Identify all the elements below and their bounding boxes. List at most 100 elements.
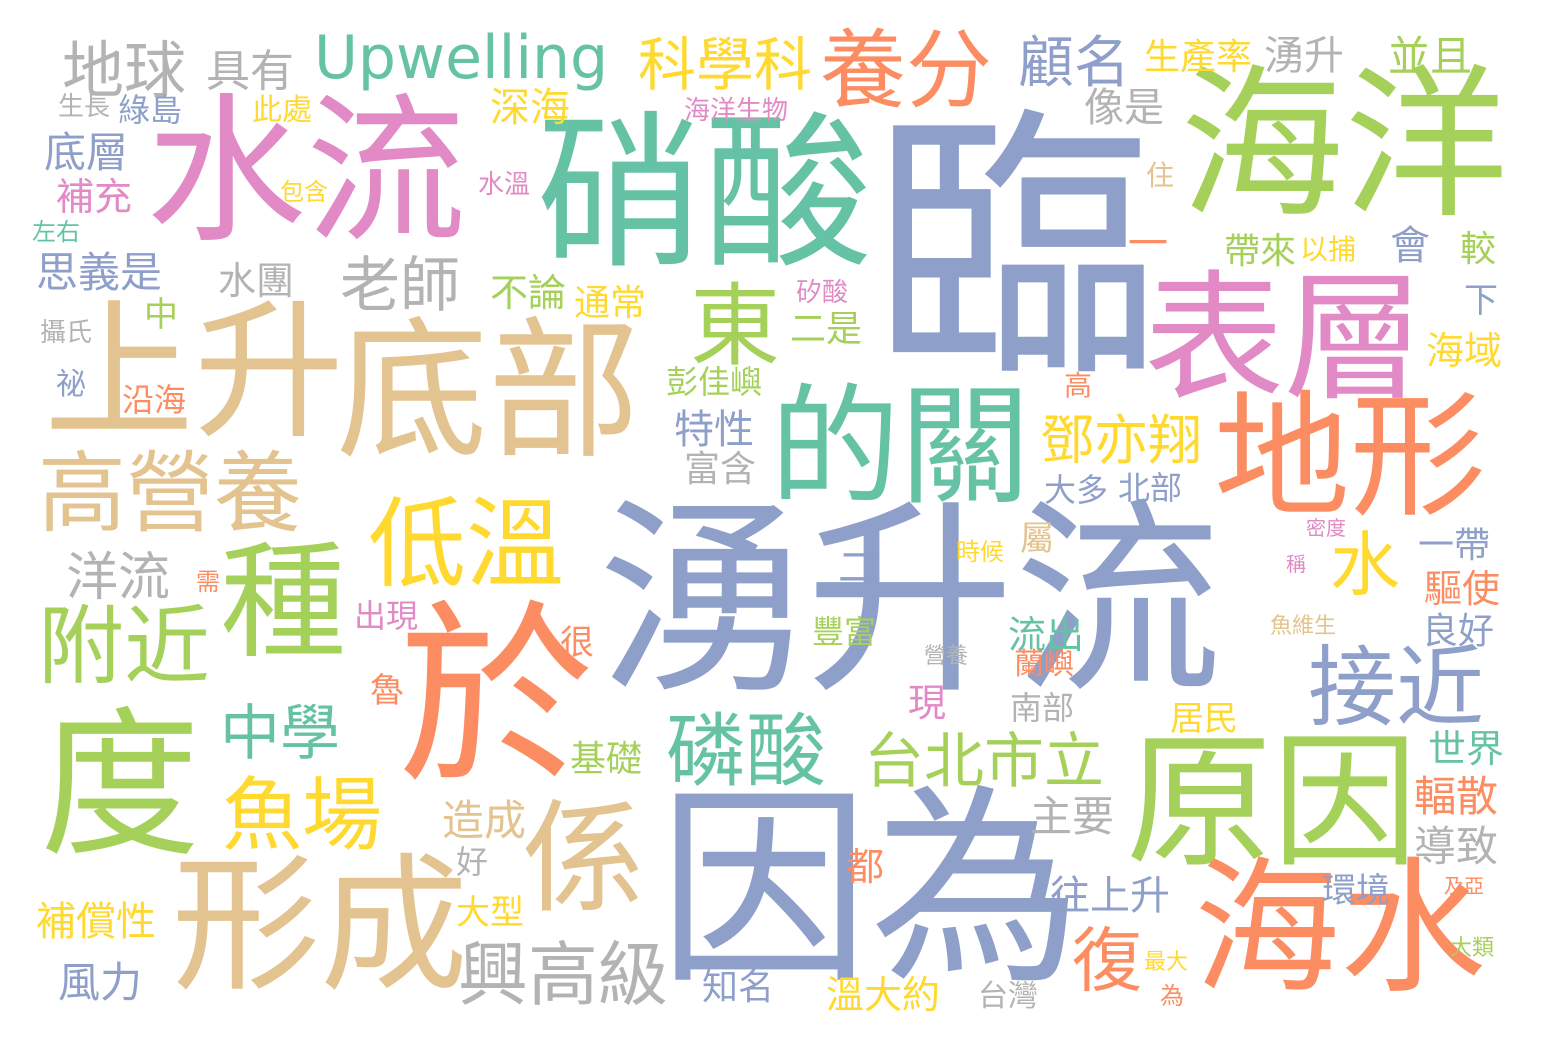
- word-xu: 需: [196, 568, 220, 596]
- word-fu: 復: [1072, 920, 1142, 1002]
- word-diwen: 低溫: [368, 488, 565, 602]
- word-buchangxing: 補償性: [36, 899, 156, 945]
- word-fujin: 附近: [38, 597, 210, 697]
- word-yongsheng: 湧升: [1264, 33, 1344, 79]
- word-dong: 東: [690, 274, 780, 379]
- word-shuiwen: 水溫: [478, 170, 531, 200]
- word-yuchang: 魚場: [222, 769, 382, 862]
- word-chuxian: 出現: [354, 597, 419, 635]
- word-ershi: 二是: [790, 309, 863, 350]
- word-dou: 都: [846, 845, 885, 889]
- word-zhongxue: 中學: [220, 699, 340, 769]
- word-haiyu: 海域: [1426, 329, 1503, 373]
- word-zhuyao: 主要: [1030, 792, 1115, 841]
- word-daozhi: 導致: [1414, 822, 1499, 871]
- word-shuiliu: 水流: [146, 78, 467, 265]
- word-cheng: 稱: [1286, 552, 1306, 576]
- word-shihou: 時候: [956, 538, 1004, 566]
- word-beibu: 北部: [1118, 469, 1183, 507]
- word-lanyu: 蘭嶼: [1014, 647, 1074, 682]
- word-gao: 高: [1064, 369, 1093, 402]
- word-linsuan: 磷酸: [666, 705, 826, 798]
- word-shijie: 世界: [1428, 727, 1505, 771]
- word-zuida: 最大: [1144, 950, 1189, 975]
- word-fengfu: 豐富: [812, 613, 877, 651]
- word-xiangshi: 像是: [1084, 85, 1164, 131]
- word-shui: 水: [1330, 524, 1400, 606]
- word-guming: 顧名: [1018, 31, 1130, 96]
- word-shuituan: 水團: [218, 259, 295, 303]
- word-daduo: 大多: [1044, 471, 1109, 509]
- word-fuhan: 富含: [684, 449, 757, 490]
- word-yangfen: 養分: [820, 21, 992, 121]
- word-hao: 好: [456, 843, 489, 881]
- word-er: 二: [838, 545, 878, 591]
- word-guisuan: 矽酸: [796, 278, 849, 308]
- word-zhong-middle: 中: [144, 295, 178, 335]
- word-upwelling: Upwelling: [314, 23, 609, 93]
- word-jiao: 較: [1460, 229, 1497, 270]
- word-mi: 祕: [56, 367, 86, 402]
- word-shu: 屬: [1020, 519, 1054, 559]
- word-midu: 密度: [1306, 516, 1346, 540]
- word-lvdao: 綠島: [118, 91, 183, 129]
- word-juyou: 具有: [206, 46, 294, 97]
- word-shengzhang: 生長: [58, 92, 111, 122]
- word-cichu: 此處: [252, 93, 312, 128]
- word-diqiu: 地球: [62, 34, 187, 107]
- word-xinggaoji: 興高級: [458, 934, 668, 1016]
- word-xian: 現: [908, 681, 947, 725]
- word-buchong: 補充: [56, 175, 133, 219]
- word-jumin: 居民: [1170, 699, 1238, 739]
- word-wei: 為: [1160, 982, 1184, 1010]
- word-xingcheng: 形成: [172, 840, 468, 1012]
- word-jiya: 及亞: [1444, 874, 1484, 898]
- word-liuchu: 流出: [1008, 613, 1085, 657]
- word-yibu: 以捕: [1300, 233, 1357, 266]
- word-xiaosuan: 硝酸: [536, 96, 872, 292]
- word-lu: 魯: [370, 671, 404, 711]
- word-du: 度: [40, 692, 201, 879]
- word-taiwan: 台灣: [978, 979, 1038, 1014]
- word-diceng: 底層: [44, 128, 129, 177]
- word-dailai: 帶來: [1224, 231, 1297, 272]
- word-pengjiayu: 彭佳嶼: [666, 363, 763, 401]
- word-jichu: 基礎: [570, 739, 643, 780]
- word-sheshi: 攝氏: [40, 318, 93, 348]
- word-laoshi: 老師: [340, 251, 460, 321]
- word-tongchang: 通常: [574, 283, 647, 324]
- word-xi: 係: [522, 788, 644, 930]
- word-dibu: 底部: [336, 303, 640, 480]
- word-yinwei: 因為: [658, 766, 1082, 1013]
- word-yidai: 一帶: [1418, 525, 1491, 566]
- word-wangshangsheng: 往上升: [1050, 873, 1170, 919]
- word-huanjing: 環境: [1322, 871, 1390, 911]
- word-shangsheng: 上升: [44, 286, 345, 460]
- word-gaoyingyang: 高營養: [38, 442, 303, 545]
- word-yu: 於: [398, 584, 595, 812]
- word-wendayue: 溫大約: [826, 973, 941, 1017]
- word-dalei: 大類: [1450, 936, 1495, 961]
- word-bingqie: 並且: [1388, 32, 1473, 81]
- word-yi: 一: [1128, 221, 1168, 267]
- word-lianghao: 良好: [1422, 611, 1495, 652]
- word-yuanyin: 原因: [1126, 718, 1418, 888]
- word-yangliu: 洋流: [66, 548, 171, 608]
- word-hen: 很: [560, 623, 594, 663]
- word-siyishi: 思義是: [36, 248, 163, 297]
- word-hui: 會: [1390, 223, 1430, 269]
- word-zhiming: 知名: [702, 967, 775, 1008]
- word-shengchanlv: 生產率: [1144, 37, 1253, 78]
- word-haiyangshengwu: 海洋生物: [684, 96, 789, 126]
- word-dengyixiang: 鄧亦翔: [1040, 409, 1202, 472]
- word-dixing: 地形: [1214, 379, 1486, 537]
- word-texing: 特性: [674, 407, 754, 453]
- word-yuweisheng: 魚維生: [1270, 614, 1337, 639]
- word-daxing: 大型: [456, 893, 524, 933]
- word-zhu: 住: [1146, 159, 1175, 192]
- word-yongshengliu: 湧升流: [598, 481, 1222, 723]
- word-kexueke: 科學科: [638, 31, 813, 99]
- word-zhong-kind: 種: [220, 529, 346, 676]
- word-nanbu: 南部: [1010, 689, 1075, 727]
